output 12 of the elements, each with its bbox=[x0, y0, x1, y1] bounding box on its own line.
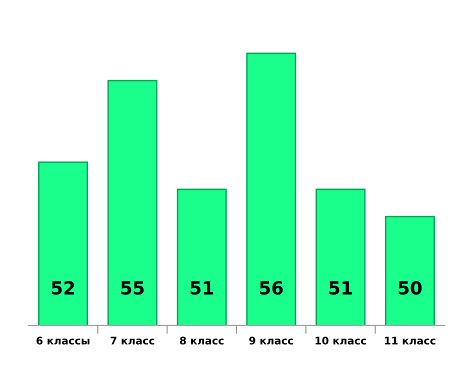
data-label: 51 bbox=[329, 281, 352, 295]
data-label: 56 bbox=[260, 281, 283, 295]
x-tick-label: 6 классы bbox=[36, 336, 90, 345]
data-label: 51 bbox=[190, 281, 214, 295]
x-tick-label: 11 класс bbox=[385, 336, 436, 345]
data-label: 55 bbox=[121, 281, 144, 295]
data-label: 52 bbox=[52, 281, 74, 295]
x-tick-label: 9 класс bbox=[249, 336, 293, 345]
x-tick-label: 10 класс bbox=[316, 336, 366, 345]
data-label: 50 bbox=[398, 281, 422, 295]
x-tick-label: 8 класс bbox=[180, 336, 224, 345]
x-tick-label: 7 класс bbox=[110, 336, 154, 345]
